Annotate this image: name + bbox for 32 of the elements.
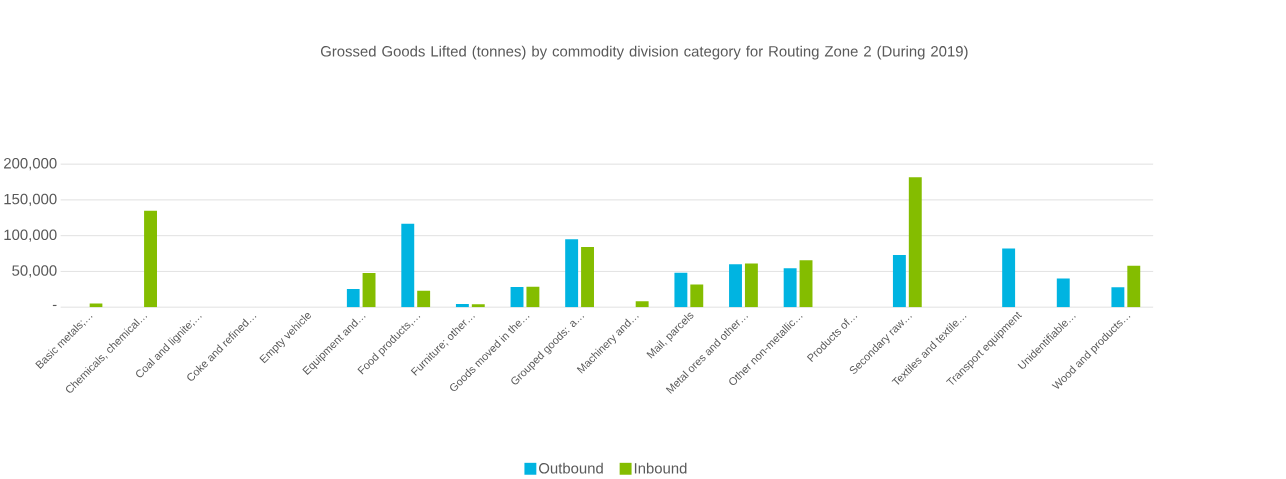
bar xyxy=(1056,278,1070,308)
bar xyxy=(635,301,649,308)
y-tick-label: 100,000 xyxy=(4,229,57,242)
y-tick-label: 150,000 xyxy=(4,193,57,207)
bar xyxy=(362,273,376,308)
bar xyxy=(799,260,813,308)
bar xyxy=(1127,265,1141,308)
legend-label: Inbound xyxy=(634,462,687,474)
bar xyxy=(908,177,922,308)
bar xyxy=(455,304,469,308)
bar xyxy=(1002,248,1016,308)
bar xyxy=(581,247,594,308)
legend-label: Outbound xyxy=(539,462,603,474)
y-tick-label: 200,000 xyxy=(4,158,57,171)
bar xyxy=(744,263,758,308)
y-tick-label: 50,000 xyxy=(12,265,57,278)
bar xyxy=(690,284,704,308)
bar xyxy=(346,289,360,308)
chart-title: Grossed Goods Lifted (tonnes) by commodity division category for Routing Zone 2 (During 2019) xyxy=(320,45,968,60)
bar xyxy=(471,304,485,308)
bar xyxy=(526,286,540,308)
bar xyxy=(729,264,742,308)
bar xyxy=(1111,287,1125,308)
bar xyxy=(674,272,688,308)
bar xyxy=(401,223,415,308)
bar xyxy=(565,239,579,308)
bar xyxy=(892,255,906,308)
bar xyxy=(144,210,157,308)
bar xyxy=(510,286,524,308)
bar xyxy=(417,290,431,308)
y-tick-label: - xyxy=(52,304,57,307)
bar xyxy=(783,268,797,308)
